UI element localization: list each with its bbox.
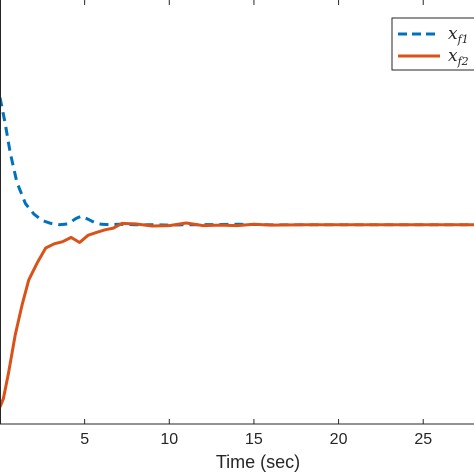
x-tick-label: 15 <box>245 431 263 448</box>
x-tick-label: 5 <box>80 431 89 448</box>
x-axis-label: Time (sec) <box>216 452 300 472</box>
legend-subscript: f1 <box>457 33 469 46</box>
x-tick-label: 25 <box>414 431 432 448</box>
x-tick-label: 20 <box>330 431 348 448</box>
legend-subscript: f2 <box>457 55 469 68</box>
x-tick-label: 10 <box>160 431 178 448</box>
